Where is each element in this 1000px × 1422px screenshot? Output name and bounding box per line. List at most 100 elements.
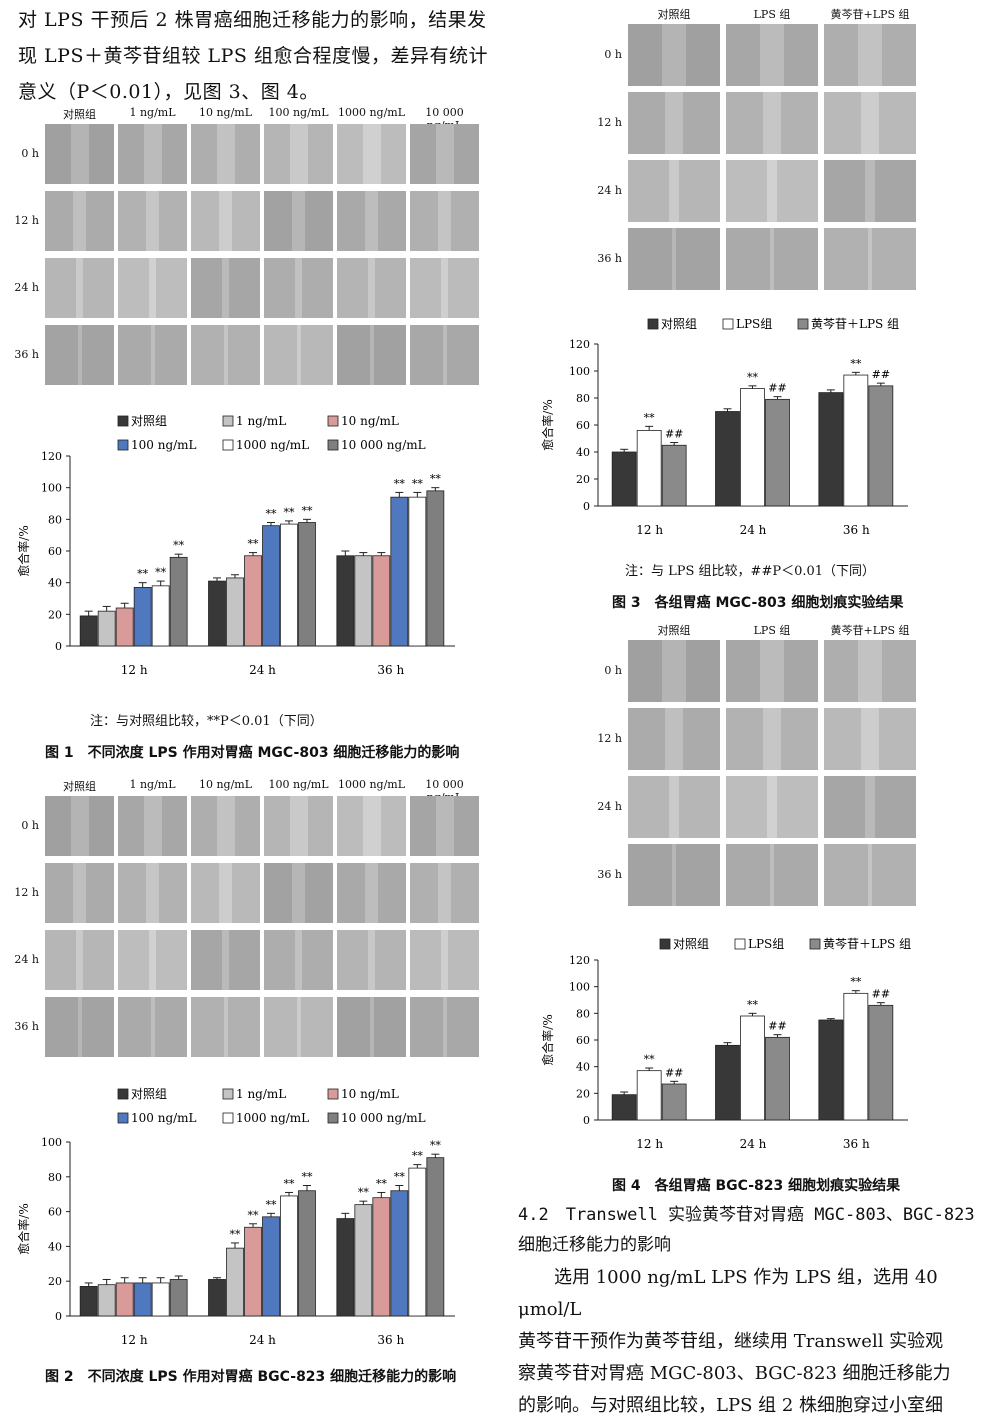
- legend-swatch: [647, 318, 659, 330]
- scratch-gap: [858, 640, 882, 702]
- scratch-gap: [672, 844, 676, 906]
- significance-mark: **: [137, 568, 149, 581]
- y-tick-label: 80: [48, 1171, 62, 1184]
- x-tick-label: 24 h: [249, 663, 276, 677]
- legend-label: 1000 ng/mL: [236, 1111, 309, 1125]
- significance-mark: **: [284, 506, 296, 519]
- bar: [226, 577, 244, 647]
- y-tick-label: 0: [583, 1114, 590, 1127]
- bar: [244, 1226, 262, 1317]
- y-tick-label: 60: [576, 1034, 590, 1047]
- scratch-gap: [296, 997, 301, 1057]
- grid-row-label: 24 h: [14, 953, 39, 966]
- legend-label: 1 ng/mL: [236, 1087, 286, 1101]
- scratch-gap: [435, 796, 454, 856]
- bar: [169, 556, 188, 647]
- bar: [661, 444, 687, 507]
- scratch-image: [264, 796, 333, 856]
- scratch-gap: [77, 325, 82, 385]
- legend-label: 黄芩苷＋LPS 组: [811, 317, 899, 331]
- bar: [611, 451, 637, 507]
- scratch-gap: [289, 124, 308, 184]
- scratch-gap: [760, 640, 784, 702]
- scratch-image: [410, 796, 479, 856]
- grid-column-label: LPS 组: [753, 8, 791, 21]
- legend-label: 10 000 ng/mL: [341, 438, 426, 452]
- significance-mark: **: [850, 357, 862, 370]
- intro-paragraph: 对 LPS 干预后 2 株胃癌细胞迁移能力的影响，结果发 现 LPS＋黄芩苷组较…: [18, 2, 498, 110]
- grid-row-label: 24 h: [597, 184, 622, 197]
- figure3-note: 注：与 LPS 组比较，##P＜0.01（下同）: [625, 564, 876, 579]
- scratch-gap: [143, 796, 162, 856]
- grid-row-label: 0 h: [604, 48, 622, 61]
- grid-row-label: 12 h: [597, 116, 622, 129]
- x-tick-label: 24 h: [740, 1137, 767, 1151]
- scratch-image: [337, 997, 406, 1057]
- scratch-gap: [440, 930, 449, 990]
- scratch-gap: [858, 24, 882, 86]
- scratch-gap: [146, 863, 159, 923]
- significance-mark: **: [644, 1053, 656, 1066]
- significance-mark: **: [644, 411, 656, 424]
- bar: [408, 496, 427, 647]
- scratch-image: [264, 191, 333, 251]
- bar: [715, 1044, 740, 1121]
- legend-swatch: [222, 1112, 234, 1124]
- scratch-image: [824, 640, 916, 702]
- y-tick-label: 40: [48, 577, 62, 590]
- grid-row-label: 24 h: [597, 800, 622, 813]
- significance-mark: **: [266, 508, 278, 521]
- significance-mark: **: [430, 1139, 442, 1152]
- scratch-image: [824, 708, 916, 770]
- scratch-image: [628, 24, 720, 86]
- scratch-gap: [221, 930, 230, 990]
- scratch-gap: [70, 796, 89, 856]
- scratch-image: [118, 863, 187, 923]
- y-tick-label: 40: [576, 446, 590, 459]
- bar: [336, 555, 355, 647]
- x-tick-label: 36 h: [377, 1333, 404, 1347]
- scratch-image: [191, 124, 260, 184]
- scratch-gap: [766, 160, 778, 222]
- scratch-image: [118, 124, 187, 184]
- y-tick-label: 0: [55, 1310, 62, 1323]
- scratch-gap: [861, 708, 879, 770]
- y-axis-label: 愈合率/%: [16, 525, 31, 576]
- scratch-gap: [369, 997, 374, 1057]
- scratch-gap: [296, 325, 301, 385]
- scratch-image: [118, 258, 187, 318]
- significance-mark: **: [412, 477, 424, 490]
- x-tick-label: 12 h: [636, 1137, 663, 1151]
- bar: [208, 1279, 226, 1317]
- scratch-image: [337, 191, 406, 251]
- bar: [390, 1190, 409, 1317]
- y-tick-label: 20: [576, 1087, 590, 1100]
- scratch-image: [726, 228, 818, 290]
- scratch-gap: [760, 24, 784, 86]
- y-tick-label: 80: [576, 392, 590, 405]
- significance-mark: **: [430, 473, 442, 486]
- legend-swatch: [327, 1088, 339, 1100]
- bar: [151, 585, 170, 647]
- scratch-gap: [292, 863, 305, 923]
- scratch-image: [726, 92, 818, 154]
- bar: [765, 1036, 790, 1121]
- legend-label: LPS组: [748, 937, 784, 951]
- grid-column-label: 1000 ng/mL: [337, 106, 406, 119]
- scratch-gap: [662, 640, 686, 702]
- legend-swatch: [327, 415, 339, 427]
- scratch-gap: [766, 776, 778, 838]
- body-paragraph: 选用 1000 ng/mL LPS 作为 LPS 组，选用 40 μmol/L …: [518, 1262, 998, 1422]
- scratch-gap: [367, 930, 376, 990]
- significance-mark: ##: [872, 988, 890, 1001]
- scratch-gap: [763, 708, 781, 770]
- scratch-image: [628, 160, 720, 222]
- y-tick-label: 80: [576, 1007, 590, 1020]
- grid-row-label: 36 h: [597, 252, 622, 265]
- grid-column-label: 10 ng/mL: [198, 106, 253, 119]
- scratch-image: [264, 930, 333, 990]
- y-tick-label: 100: [41, 1136, 62, 1149]
- significance-mark: ##: [665, 428, 683, 441]
- scratch-gap: [365, 863, 378, 923]
- grid-column-label: 对照组: [63, 780, 96, 793]
